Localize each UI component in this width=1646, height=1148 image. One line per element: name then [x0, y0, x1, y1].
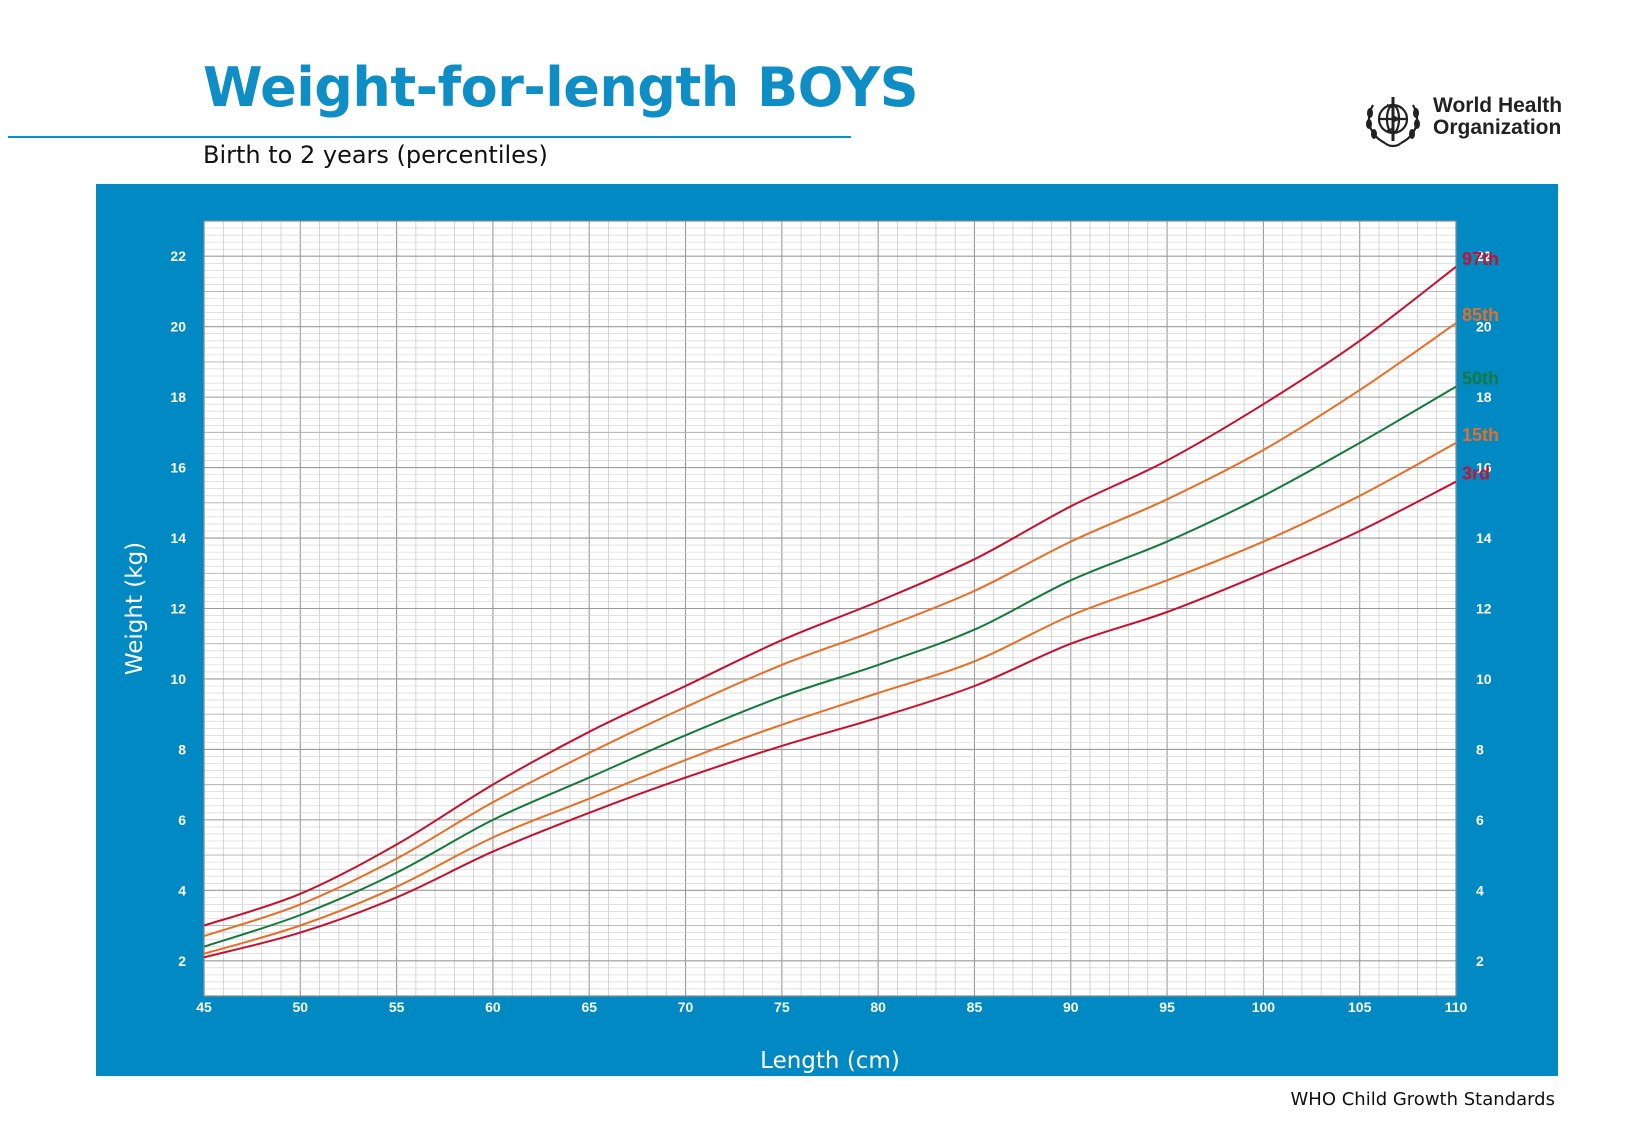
x-tick-label: 45	[196, 999, 212, 1015]
y-tick-label-left: 18	[170, 389, 186, 405]
y-tick-label-right: 8	[1476, 741, 1484, 757]
series-label-97th: 97th	[1462, 249, 1499, 269]
page-title: Weight-for-length BOYS	[203, 56, 919, 119]
y-tick-label-right: 4	[1476, 882, 1484, 898]
y-tick-label-left: 6	[178, 812, 186, 828]
who-logo: World Health Organization	[1361, 91, 1563, 153]
y-tick-label-left: 2	[178, 953, 186, 969]
y-tick-label-right: 14	[1476, 530, 1492, 546]
x-tick-label: 55	[389, 999, 405, 1015]
y-tick-label-right: 16	[1476, 460, 1492, 476]
y-tick-label-left: 20	[170, 319, 186, 335]
x-tick-label: 110	[1445, 999, 1468, 1015]
y-tick-label-right: 18	[1476, 389, 1492, 405]
series-label-50th: 50th	[1462, 369, 1499, 389]
logo-line-2: Organization	[1433, 116, 1562, 139]
y-tick-label-left: 8	[178, 741, 186, 757]
chart-panel: 45 50 55 60 65 70 75 80 85 90 95 100 105 110 2 2 4 4 6 6 8 8 1…	[96, 184, 1558, 1076]
x-tick-label: 75	[774, 999, 790, 1015]
plot-border	[203, 220, 1457, 997]
x-tick-label: 95	[1159, 999, 1175, 1015]
x-tick-label: 80	[870, 999, 886, 1015]
y-axis-label: Weight (kg)	[122, 542, 148, 675]
x-tick-label: 65	[581, 999, 597, 1015]
series-label-15th: 15th	[1462, 425, 1499, 445]
series-line-3rd	[203, 480, 1457, 959]
series-line-15th	[203, 442, 1457, 955]
y-tick-label-left: 16	[170, 460, 186, 476]
title-divider	[8, 136, 851, 138]
series-label-85th: 85th	[1462, 305, 1499, 325]
x-tick-label: 105	[1348, 999, 1372, 1015]
y-tick-label-left: 4	[178, 882, 186, 898]
y-tick-label-left: 14	[170, 530, 186, 546]
logo-line-1: World Health	[1433, 94, 1563, 117]
y-tick-label-right: 6	[1476, 812, 1484, 828]
x-tick-label: 100	[1252, 999, 1276, 1015]
y-tick-label-right: 2	[1476, 953, 1484, 969]
x-tick-label: 70	[678, 999, 694, 1015]
x-axis-label: Length (cm)	[760, 1048, 900, 1074]
x-tick-label: 90	[1063, 999, 1079, 1015]
series-line-97th	[203, 266, 1457, 927]
series-line-85th	[203, 322, 1457, 938]
y-tick-label-left: 10	[170, 671, 186, 687]
x-tick-label: 50	[293, 999, 309, 1015]
footer-note: WHO Child Growth Standards	[1290, 1089, 1556, 1110]
who-emblem-icon	[1366, 97, 1420, 148]
y-tick-label-left: 22	[170, 248, 186, 264]
x-tick-label: 60	[485, 999, 501, 1015]
y-tick-label-right: 12	[1476, 601, 1492, 617]
y-tick-label-right: 10	[1476, 671, 1492, 687]
x-tick-label: 85	[967, 999, 983, 1015]
y-tick-label-right: 20	[1476, 319, 1492, 335]
series-line-50th	[203, 385, 1457, 948]
page-subtitle: Birth to 2 years (percentiles)	[203, 141, 548, 169]
y-tick-label-left: 12	[170, 601, 186, 617]
series-label-3rd: 3rd	[1462, 464, 1490, 484]
y-tick-label-right: 22	[1476, 248, 1492, 264]
